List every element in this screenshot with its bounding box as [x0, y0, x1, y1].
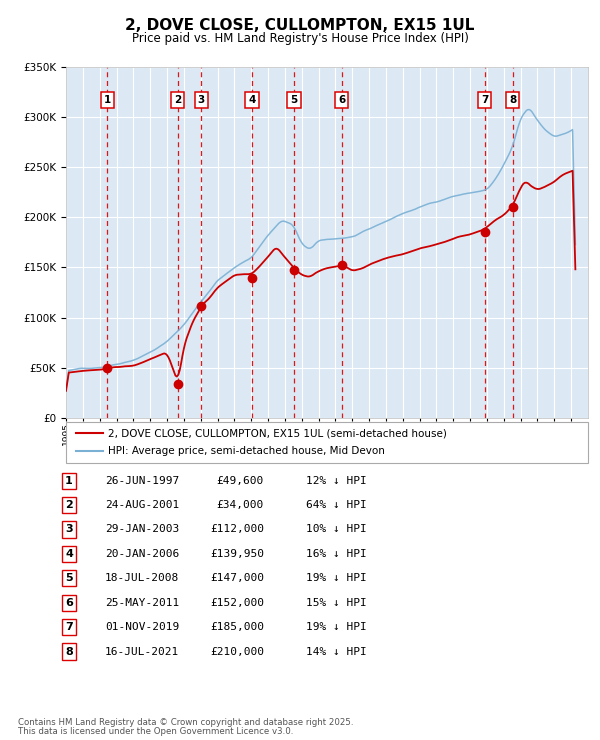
Text: 4: 4: [248, 95, 256, 105]
Text: 26-JUN-1997: 26-JUN-1997: [105, 476, 179, 485]
Text: £210,000: £210,000: [210, 647, 264, 656]
Text: Contains HM Land Registry data © Crown copyright and database right 2025.: Contains HM Land Registry data © Crown c…: [18, 718, 353, 727]
Text: 2, DOVE CLOSE, CULLOMPTON, EX15 1UL (semi-detached house): 2, DOVE CLOSE, CULLOMPTON, EX15 1UL (sem…: [108, 428, 446, 438]
Text: 1: 1: [104, 95, 111, 105]
Text: £112,000: £112,000: [210, 525, 264, 534]
Text: 7: 7: [481, 95, 488, 105]
Text: 25-MAY-2011: 25-MAY-2011: [105, 598, 179, 608]
Text: 6: 6: [338, 95, 346, 105]
Text: 2: 2: [174, 95, 181, 105]
Text: 14% ↓ HPI: 14% ↓ HPI: [306, 647, 367, 656]
Text: 29-JAN-2003: 29-JAN-2003: [105, 525, 179, 534]
Text: 16% ↓ HPI: 16% ↓ HPI: [306, 549, 367, 559]
Text: 2, DOVE CLOSE, CULLOMPTON, EX15 1UL: 2, DOVE CLOSE, CULLOMPTON, EX15 1UL: [125, 18, 475, 33]
Text: HPI: Average price, semi-detached house, Mid Devon: HPI: Average price, semi-detached house,…: [108, 446, 385, 456]
Text: 2: 2: [65, 500, 73, 510]
Text: 10% ↓ HPI: 10% ↓ HPI: [306, 525, 367, 534]
Text: 64% ↓ HPI: 64% ↓ HPI: [306, 500, 367, 510]
Text: 3: 3: [198, 95, 205, 105]
Text: 16-JUL-2021: 16-JUL-2021: [105, 647, 179, 656]
Text: 12% ↓ HPI: 12% ↓ HPI: [306, 476, 367, 485]
Text: £147,000: £147,000: [210, 574, 264, 583]
Text: 5: 5: [290, 95, 298, 105]
Text: 4: 4: [65, 549, 73, 559]
Text: 19% ↓ HPI: 19% ↓ HPI: [306, 622, 367, 632]
Text: 8: 8: [65, 647, 73, 656]
Text: 6: 6: [65, 598, 73, 608]
Text: 19% ↓ HPI: 19% ↓ HPI: [306, 574, 367, 583]
Text: Price paid vs. HM Land Registry's House Price Index (HPI): Price paid vs. HM Land Registry's House …: [131, 32, 469, 45]
Text: £139,950: £139,950: [210, 549, 264, 559]
Text: 01-NOV-2019: 01-NOV-2019: [105, 622, 179, 632]
Text: 7: 7: [65, 622, 73, 632]
Text: 3: 3: [65, 525, 73, 534]
Text: 24-AUG-2001: 24-AUG-2001: [105, 500, 179, 510]
Text: 8: 8: [509, 95, 517, 105]
Text: £49,600: £49,600: [217, 476, 264, 485]
Text: 15% ↓ HPI: 15% ↓ HPI: [306, 598, 367, 608]
Text: 1: 1: [65, 476, 73, 485]
Text: £34,000: £34,000: [217, 500, 264, 510]
Text: 5: 5: [65, 574, 73, 583]
FancyBboxPatch shape: [66, 422, 588, 462]
Text: 20-JAN-2006: 20-JAN-2006: [105, 549, 179, 559]
Text: This data is licensed under the Open Government Licence v3.0.: This data is licensed under the Open Gov…: [18, 727, 293, 736]
Text: £152,000: £152,000: [210, 598, 264, 608]
Text: 18-JUL-2008: 18-JUL-2008: [105, 574, 179, 583]
Text: £185,000: £185,000: [210, 622, 264, 632]
